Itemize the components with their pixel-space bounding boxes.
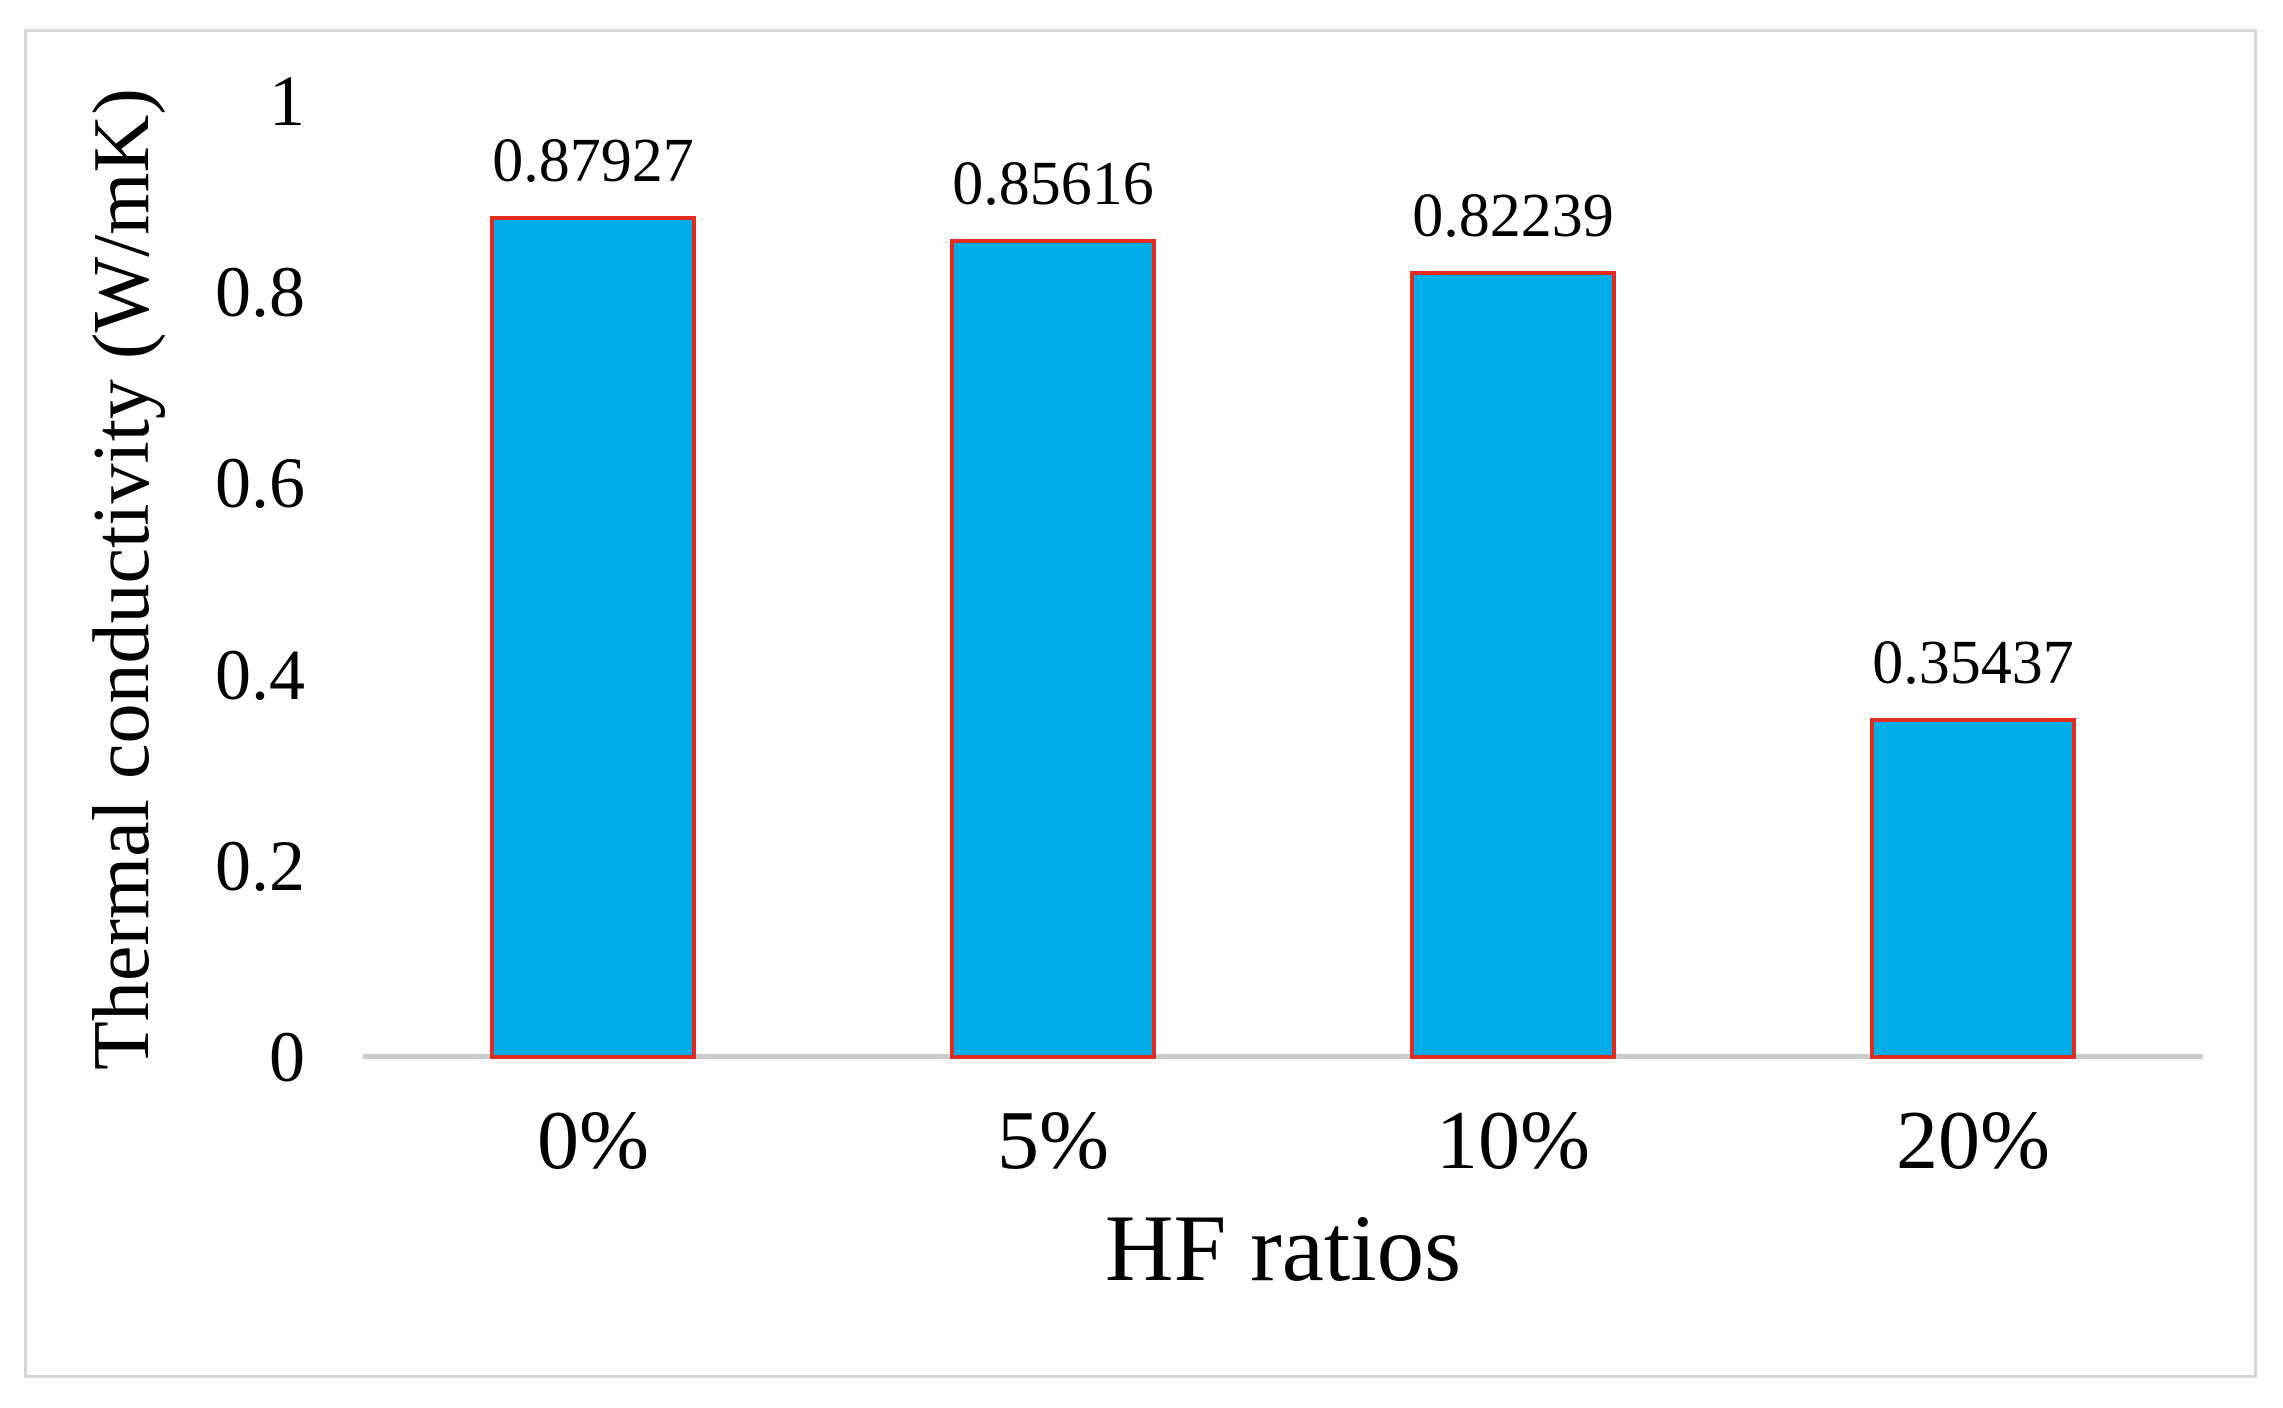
x-tick-label: 20%: [1896, 1094, 2050, 1187]
x-axis-title: HF ratios: [1104, 1195, 1462, 1301]
y-tick-label: 0.2: [215, 825, 305, 906]
bar-value-label: 0.35437: [1872, 629, 2074, 698]
bar-value-label: 0.82239: [1412, 181, 1614, 250]
x-tick-label: 10%: [1436, 1094, 1590, 1187]
y-tick-label: 0.4: [215, 634, 305, 715]
bar-20%: [1870, 718, 2076, 1059]
y-axis-title: Thermal conductivity (W/mK): [78, 88, 166, 1070]
bar-0%: [490, 216, 696, 1059]
y-tick-label: 0: [269, 1017, 305, 1097]
y-tick-label: 1: [269, 61, 305, 141]
bar-10%: [1410, 270, 1616, 1059]
x-tick-label: 5%: [997, 1094, 1109, 1187]
y-tick-label: 0.8: [215, 252, 305, 333]
bar-5%: [950, 238, 1156, 1059]
x-axis-line: [363, 1054, 2203, 1059]
x-tick-label: 0%: [537, 1094, 649, 1187]
bar-value-label: 0.85616: [952, 149, 1154, 218]
y-tick-label: 0.6: [215, 443, 305, 524]
bar-value-label: 0.87927: [492, 127, 694, 196]
